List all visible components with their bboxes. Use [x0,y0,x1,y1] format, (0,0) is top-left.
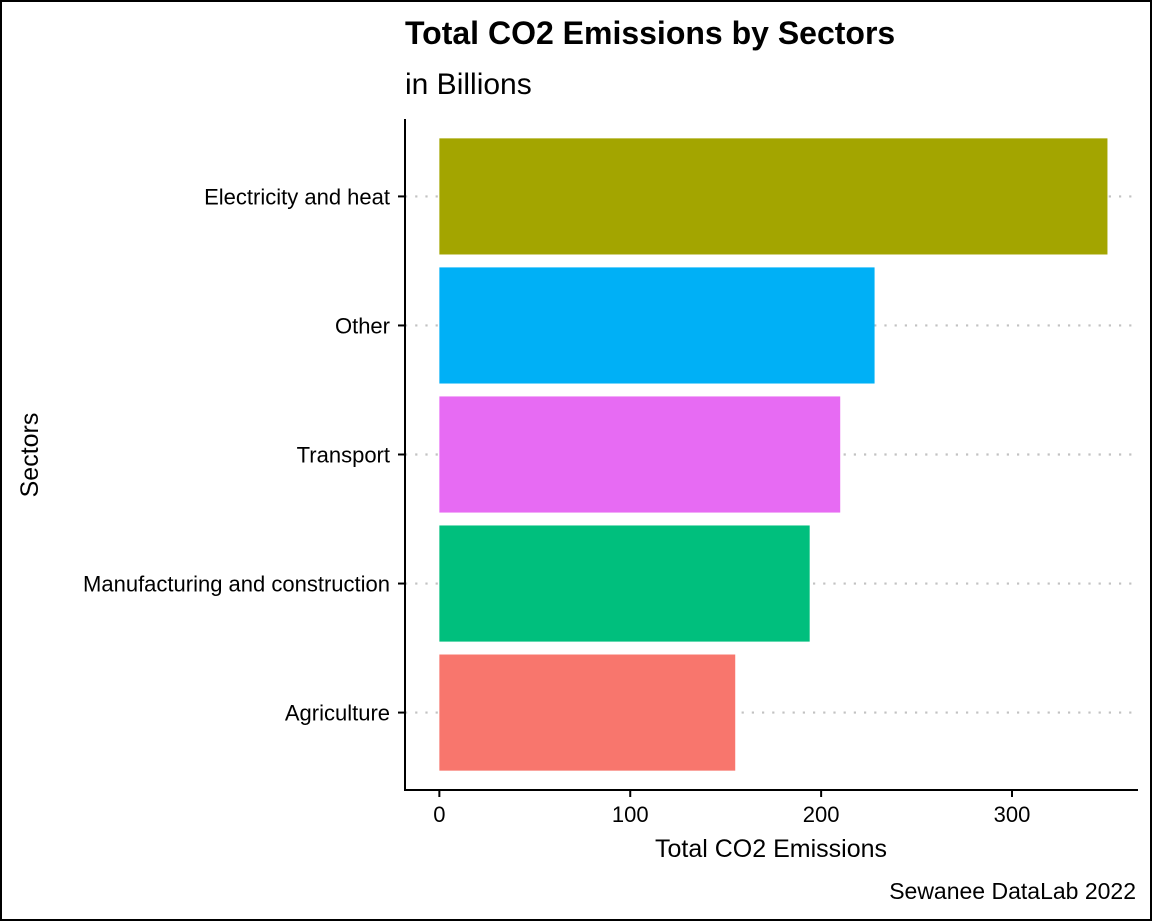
x-tick-label: 0 [433,802,445,827]
x-tick-label: 300 [994,802,1031,827]
chart-title: Total CO2 Emissions by Sectors [405,15,895,51]
y-tick-label-manufacturing-and-construction: Manufacturing and construction [83,572,390,597]
x-axis-title: Total CO2 Emissions [655,835,887,863]
y-axis-ticks: Electricity and heat Other Transport Manufa… [83,184,405,726]
y-axis-title: Sectors [16,413,44,498]
y-tick-label-transport: Transport [297,443,390,468]
bar-transport [439,396,841,513]
x-axis-ticks: 0 100 200 300 [433,790,1030,827]
bar-manufacturing-and-construction [439,525,810,642]
bar-other [439,267,875,384]
y-tick-label-agriculture: Agriculture [285,701,390,726]
chart-subtitle: in Billions [405,68,532,101]
y-tick-label-electricity-and-heat: Electricity and heat [204,184,390,209]
bar-agriculture [439,654,736,771]
bar-electricity-and-heat [439,138,1108,255]
x-tick-label: 100 [612,802,649,827]
bars [439,138,1108,771]
y-tick-label-other: Other [335,313,390,338]
chart-caption: Sewanee DataLab 2022 [889,878,1136,904]
x-tick-label: 200 [803,802,840,827]
